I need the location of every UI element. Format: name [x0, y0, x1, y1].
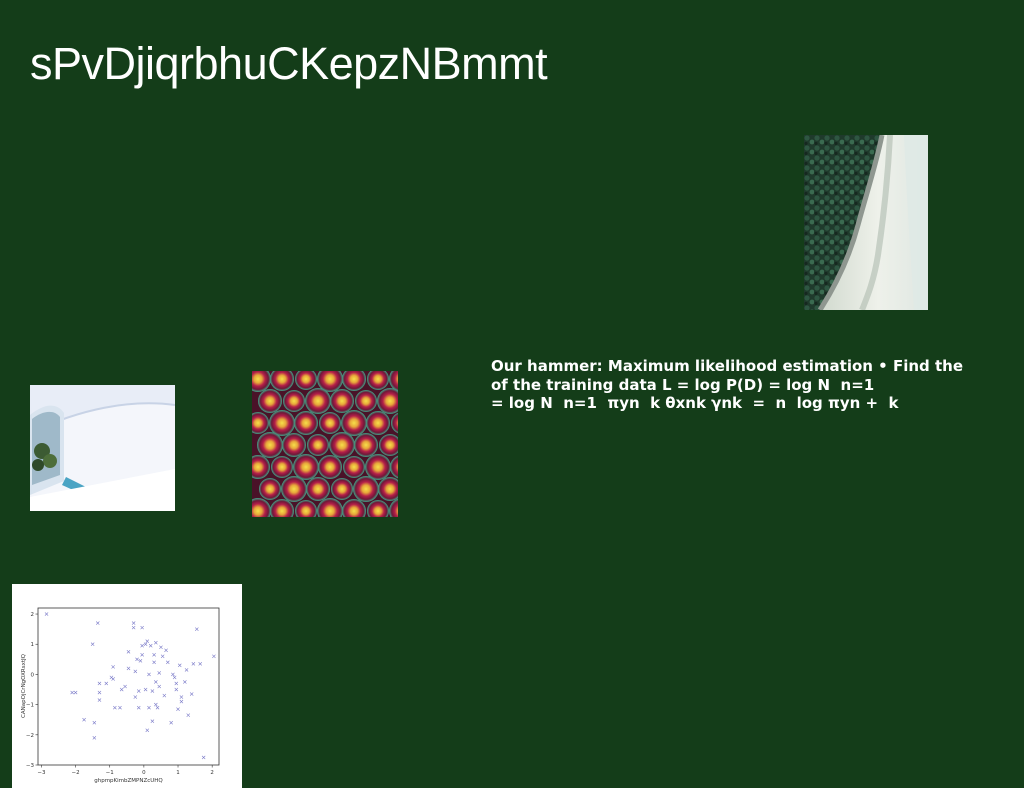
- x-tick-label: 2: [210, 770, 214, 776]
- y-axis-label: CANapOjCrNgOXRsxtJQ: [21, 653, 27, 718]
- body-line: of the training data L = log P(D) = log …: [491, 375, 875, 394]
- scatter-point: [154, 680, 158, 684]
- scatter-point: [92, 720, 97, 725]
- scatter-point: [177, 663, 182, 668]
- body-line: Our hammer: Maximum likelihood estimatio…: [491, 357, 964, 375]
- slide-title: sPvDjiqrbhuCKepzNBmmt: [30, 38, 548, 89]
- scatter-point: [186, 713, 191, 717]
- y-tick-label: −2: [26, 733, 34, 739]
- scatter-point: [138, 659, 143, 663]
- scatter-point: [95, 621, 100, 625]
- scatter-point: [44, 612, 49, 616]
- scatter-point: [201, 755, 206, 760]
- scatter-point: [113, 705, 117, 710]
- scatter-point: [152, 660, 156, 665]
- scatter-point: [133, 669, 138, 674]
- x-axis-label: ghpmpKimbZMPNZcUHQ: [94, 778, 163, 784]
- aerial-coast-road-photo: [804, 135, 928, 310]
- scatter-point: [126, 649, 131, 654]
- scatter-point: [97, 681, 102, 686]
- scatter-point: [136, 689, 141, 693]
- x-tick-label: 1: [176, 770, 180, 776]
- scatter-point: [123, 684, 127, 689]
- scatter-point: [140, 652, 144, 657]
- scatter-point: [97, 698, 102, 702]
- scatter-point: [140, 625, 144, 630]
- scatter-point: [126, 666, 131, 671]
- scatter-point: [111, 677, 115, 681]
- scatter-point: [97, 690, 102, 695]
- y-tick-label: 0: [31, 672, 35, 678]
- slide-body-text: Our hammer: Maximum likelihood estimatio…: [491, 357, 1024, 413]
- scatter-point: [189, 692, 194, 696]
- scatter-point: [159, 645, 163, 650]
- scatter-point: [92, 736, 97, 740]
- scatter-point: [104, 681, 109, 686]
- y-tick-label: 1: [31, 642, 35, 648]
- scatter-point: [184, 668, 189, 672]
- coral-polyps-photo: [252, 371, 398, 517]
- scatter-point: [191, 662, 196, 666]
- scatter-point: [73, 690, 78, 695]
- scatter-point: [155, 705, 160, 710]
- scatter-chart: −3 −2 −1 0 1 2 −3 −2 −1 0 1 2 ghpmpKimbZMPNZcUHQ C…: [12, 584, 242, 788]
- scatter-point: [160, 654, 165, 659]
- scatter-point: [145, 639, 150, 644]
- scatter-point: [90, 642, 95, 647]
- scatter-point: [135, 657, 139, 662]
- scatter-point: [150, 719, 155, 724]
- scatter-point: [179, 695, 184, 699]
- x-tick-label: −3: [37, 770, 46, 776]
- scatter-point: [176, 707, 180, 711]
- scatter-point: [118, 705, 122, 710]
- scatter-point: [70, 690, 74, 695]
- scatter-point: [162, 693, 167, 698]
- scatter-point: [157, 684, 162, 689]
- scatter-point: [171, 672, 175, 677]
- scatter-point: [179, 699, 184, 704]
- scatter-point: [133, 695, 138, 699]
- scatter-point: [154, 640, 158, 645]
- scatter-point: [165, 660, 170, 665]
- scatter-point: [145, 728, 150, 733]
- scatter-point: [174, 681, 179, 686]
- scatter-point: [147, 705, 151, 710]
- scatter-point: [172, 675, 177, 680]
- scatter-point: [194, 627, 199, 631]
- y-tick-label: −1: [26, 703, 34, 709]
- x-tick-label: 0: [142, 770, 146, 776]
- scatter-point: [212, 654, 216, 659]
- scatter-point: [152, 652, 156, 657]
- scatter-point: [150, 689, 155, 693]
- scatter-point: [136, 705, 141, 710]
- scatter-point: [140, 643, 144, 648]
- y-tick-label: −3: [26, 763, 35, 769]
- scatter-point: [111, 665, 115, 669]
- white-interior-room-photo: [30, 385, 175, 511]
- scatter-point: [148, 643, 153, 648]
- scatter-point: [131, 625, 136, 630]
- scatter-point: [143, 642, 148, 647]
- scatter-point: [131, 621, 136, 625]
- scatter-point: [143, 687, 148, 692]
- scatter-point: [164, 648, 168, 653]
- scatter-point: [174, 687, 179, 692]
- scatter-point: [157, 671, 162, 675]
- y-tick-label: 2: [31, 612, 35, 618]
- x-tick-label: −1: [106, 770, 114, 776]
- scatter-point: [198, 662, 203, 666]
- scatter-point: [183, 680, 187, 684]
- x-tick-label: −2: [72, 770, 80, 776]
- scatter-point: [82, 717, 86, 722]
- scatter-point: [119, 687, 124, 692]
- scatter-point: [154, 702, 158, 707]
- scatter-point: [169, 720, 174, 725]
- scatter-point: [147, 672, 151, 677]
- plot-frame: [37, 607, 220, 766]
- body-line: = log N ￼ n=1 ￼ πyn ￼ k θxnk γnk ￼ = ￼ n…: [491, 394, 899, 412]
